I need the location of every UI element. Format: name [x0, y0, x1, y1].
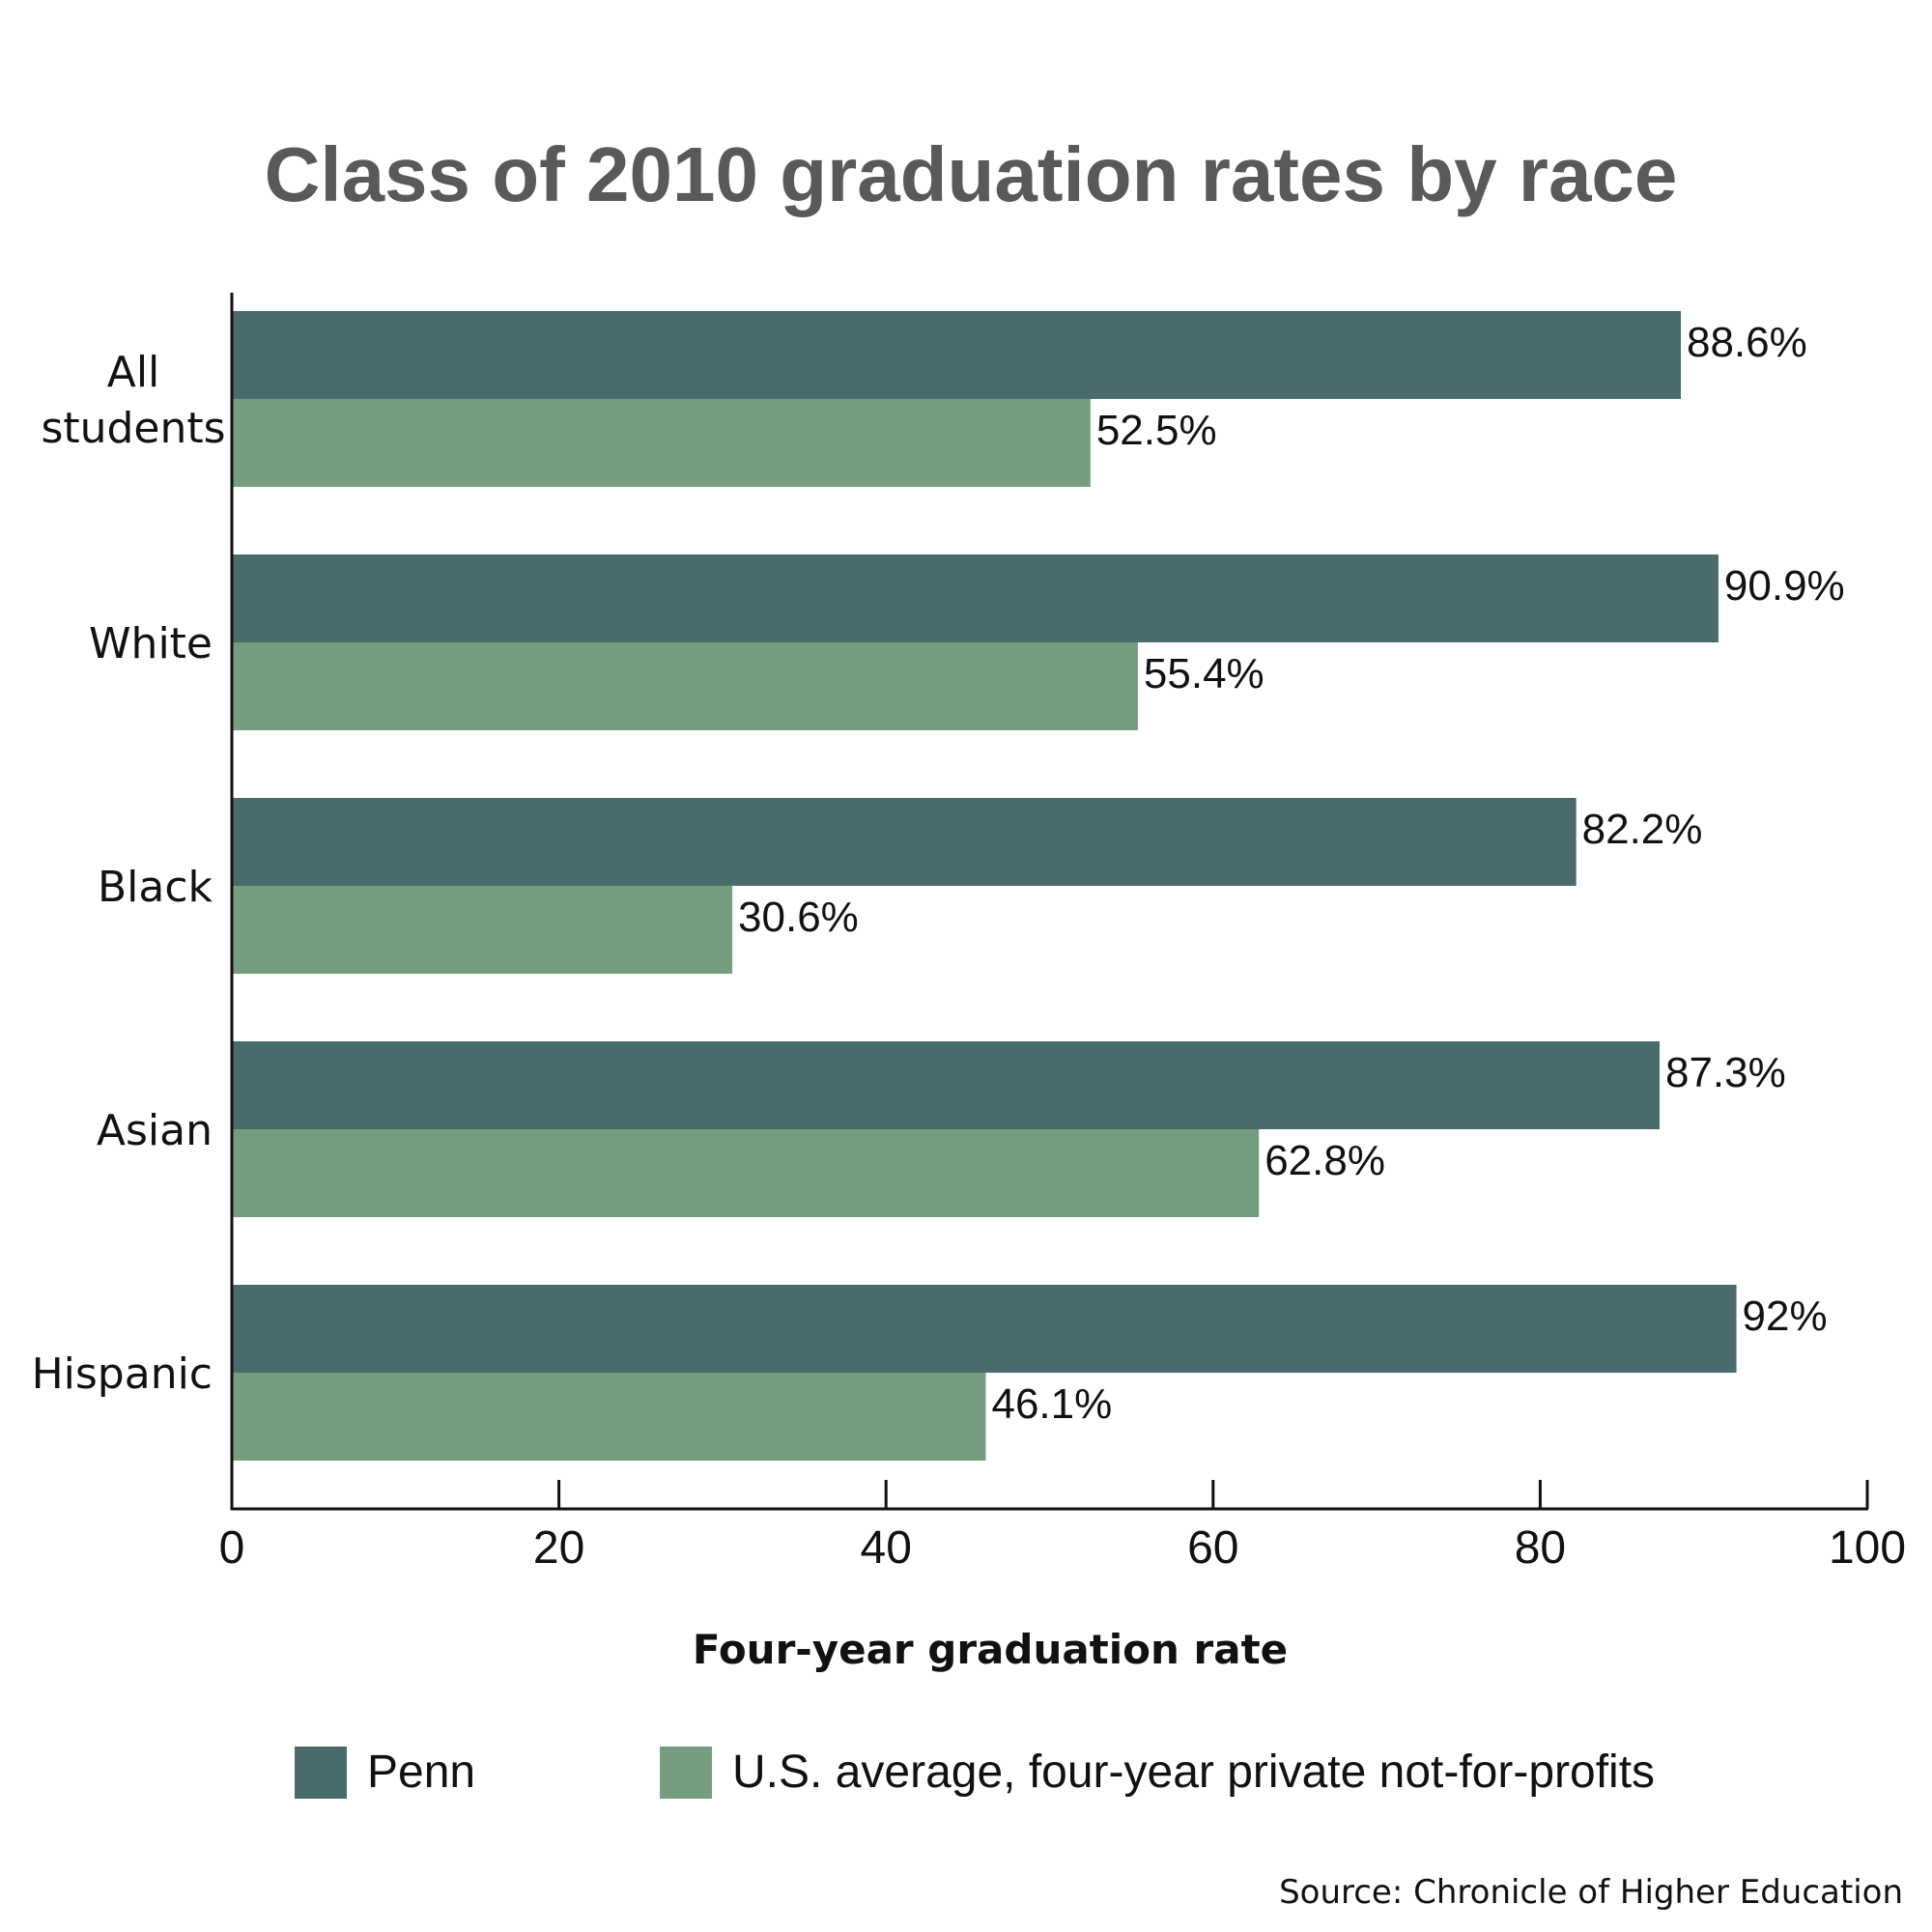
x-axis-label: Four-year graduation rate: [693, 1626, 1288, 1673]
category-label-3: Asian: [97, 1106, 213, 1155]
x-tick-label-2: 40: [861, 1522, 912, 1574]
bar-penn-1: [232, 554, 1719, 642]
category-label-line: students: [41, 404, 225, 453]
category-label-line: Asian: [97, 1106, 213, 1155]
x-tick-label-4: 80: [1515, 1522, 1566, 1574]
legend-swatch-us-average: [660, 1747, 712, 1799]
bar-penn-2: [232, 798, 1577, 886]
bar-penn-4: [232, 1285, 1737, 1373]
legend-label-us-average: U.S. average, four-year private not-for-…: [732, 1747, 1655, 1798]
data-label-us-average-4: 46.1%: [991, 1380, 1112, 1428]
bar-penn-3: [232, 1041, 1660, 1129]
axis-layer: All students White Black Asian Hispanic 0 20 40 6…: [32, 293, 1906, 1574]
source-note: Source: Chronicle of Higher Education: [1279, 1873, 1903, 1912]
data-label-penn-3: 87.3%: [1665, 1049, 1786, 1096]
data-label-us-average-1: 55.4%: [1144, 650, 1264, 697]
bar-penn-0: [232, 311, 1681, 399]
data-label-penn-4: 92%: [1743, 1293, 1828, 1340]
x-tick-label-5: 100: [1829, 1522, 1906, 1574]
bar-us-average-4: [232, 1373, 986, 1461]
category-label-line: All: [107, 348, 160, 397]
chart-title: Class of 2010 graduation rates by race: [265, 131, 1678, 217]
category-label-line: Black: [98, 863, 213, 912]
x-tick-label-0: 0: [219, 1522, 245, 1574]
bars-layer: 88.6% 52.5% 90.9% 55.4% 82.2% 30.6% 87.3% 62.8%…: [232, 311, 1845, 1461]
data-label-us-average-2: 30.6%: [738, 894, 859, 941]
bar-us-average-2: [232, 886, 733, 974]
category-label-line: Hispanic: [32, 1350, 213, 1399]
category-label-4: Hispanic: [32, 1350, 213, 1399]
x-tick-label-3: 60: [1187, 1522, 1238, 1574]
data-label-penn-2: 82.2%: [1582, 806, 1703, 853]
legend-label-penn: Penn: [367, 1747, 475, 1798]
category-label-1: White: [89, 619, 213, 668]
legend-swatch-penn: [295, 1747, 347, 1799]
bar-us-average-0: [232, 399, 1091, 487]
data-label-us-average-3: 62.8%: [1264, 1137, 1385, 1184]
x-tick-label-1: 20: [533, 1522, 584, 1574]
category-label-line: White: [89, 619, 213, 668]
category-label-2: Black: [98, 863, 213, 912]
legend: Penn U.S. average, four-year private not-…: [295, 1747, 1655, 1799]
data-label-us-average-0: 52.5%: [1096, 407, 1217, 454]
data-label-penn-0: 88.6%: [1687, 319, 1807, 366]
bar-us-average-3: [232, 1129, 1260, 1217]
category-label-0: All students: [41, 348, 225, 453]
data-label-penn-1: 90.9%: [1724, 562, 1845, 610]
bar-us-average-1: [232, 642, 1138, 730]
